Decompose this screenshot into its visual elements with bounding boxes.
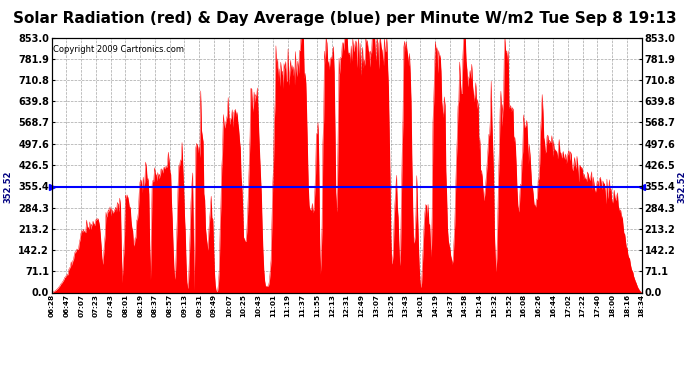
Text: 352.52: 352.52 [3,171,13,203]
Text: Solar Radiation (red) & Day Average (blue) per Minute W/m2 Tue Sep 8 19:13: Solar Radiation (red) & Day Average (blu… [13,11,677,26]
Text: Copyright 2009 Cartronics.com: Copyright 2009 Cartronics.com [53,45,184,54]
Text: 352.52: 352.52 [677,171,687,203]
